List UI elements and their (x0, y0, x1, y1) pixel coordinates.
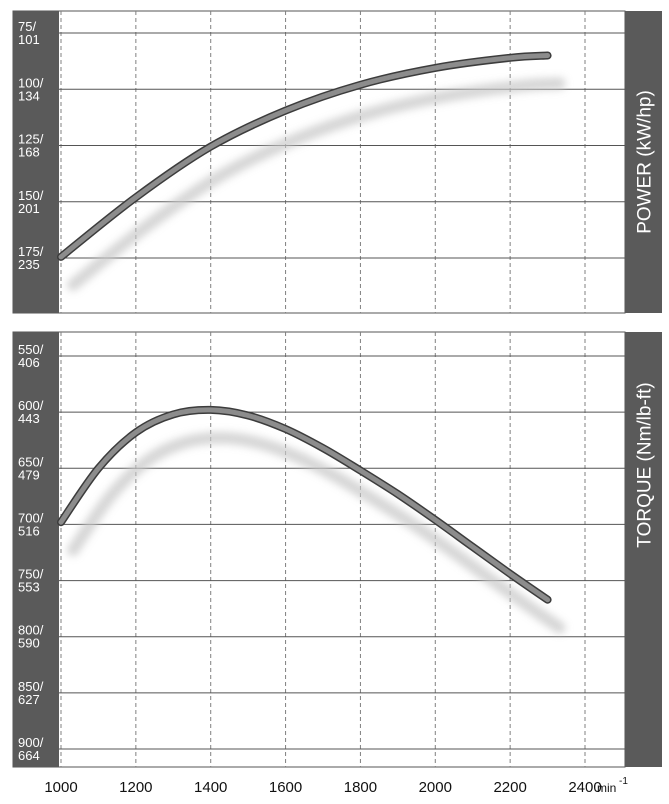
torque-ytick-label-secondary: 406 (18, 355, 40, 370)
x-tick-label: 1400 (194, 779, 227, 796)
x-tick-label: 1000 (44, 779, 77, 796)
power-ytick-label: 75/ (18, 19, 36, 34)
torque-ytick-label-secondary: 590 (18, 636, 40, 651)
power-ytick-label-secondary: 235 (18, 257, 40, 272)
power-plot-frame (12, 10, 626, 314)
torque-title: TORQUE (Nm/lb-ft) (635, 382, 656, 547)
power-ytick-label-secondary: 201 (18, 201, 40, 216)
torque-title-bar (625, 332, 662, 767)
torque-plot-frame (12, 331, 626, 768)
power-title-bar (625, 11, 662, 313)
power-ytick-label: 150/ (18, 188, 44, 203)
torque-ytick-label: 700/ (18, 510, 44, 525)
torque-ytick-label: 900/ (18, 735, 44, 750)
power-ytick-label: 100/ (18, 75, 44, 90)
torque-panel: 900/664 850/627 800/590 750/553 700/516 650/4… (12, 331, 662, 768)
x-tick-label: 1800 (344, 779, 377, 796)
x-unit-exponent: -1 (619, 776, 628, 787)
power-panel: 175/235 150/201 125/168 100/134 75/101 POWER … (12, 10, 662, 314)
power-ytick-label-secondary: 101 (18, 32, 40, 47)
x-unit-label: min (597, 781, 616, 795)
torque-ytick-label-secondary: 553 (18, 580, 40, 595)
torque-ytick-label: 600/ (18, 398, 44, 413)
torque-ytick-label: 850/ (18, 679, 44, 694)
power-ytick-label: 175/ (18, 244, 44, 259)
power-curve-line (58, 53, 551, 260)
x-tick-label: 1600 (269, 779, 302, 796)
power-ytick-label-secondary: 134 (18, 88, 40, 103)
torque-ytick-label-secondary: 664 (18, 748, 40, 763)
torque-ytick-label-secondary: 627 (18, 692, 40, 707)
x-tick-label: 1200 (119, 779, 152, 796)
power-ytick-label: 125/ (18, 132, 44, 147)
power-ytick-label-secondary: 168 (18, 145, 40, 160)
torque-ytick-label: 750/ (18, 567, 44, 582)
power-curve-shadow (67, 77, 566, 291)
x-tick-label: 2400 (568, 779, 601, 796)
torque-ytick-label: 550/ (18, 342, 44, 357)
power-title: POWER (kW/hp) (635, 90, 656, 234)
torque-ytick-label: 650/ (18, 454, 44, 469)
torque-ytick-label-secondary: 479 (18, 467, 40, 482)
torque-ytick-label: 800/ (18, 623, 44, 638)
torque-curve-line (58, 407, 551, 603)
torque-ytick-label-secondary: 443 (18, 411, 40, 426)
x-tick-label: 2000 (419, 779, 452, 796)
x-tick-label: 2200 (493, 779, 526, 796)
torque-ytick-label-secondary: 516 (18, 523, 40, 538)
torque-y-axis-bar (13, 332, 59, 767)
power-y-axis-bar (13, 11, 59, 313)
torque-curve-shadow (67, 431, 566, 634)
